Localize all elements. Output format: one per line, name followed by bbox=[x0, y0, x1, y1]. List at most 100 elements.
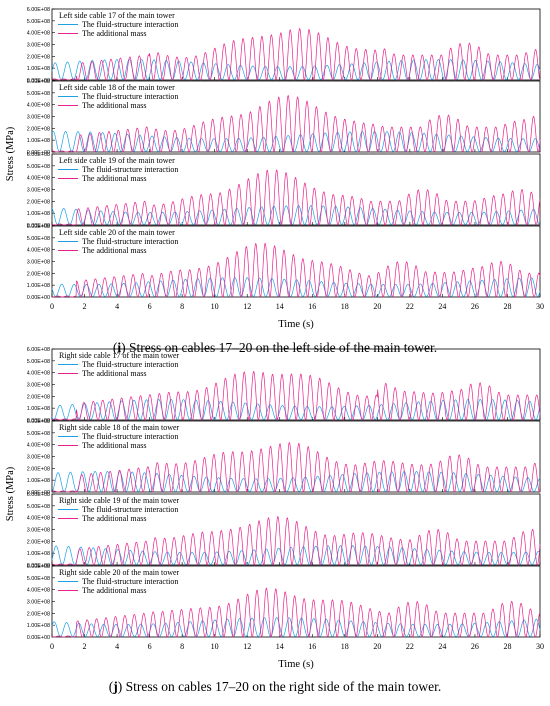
y-tick-label: 3.00E+08 bbox=[27, 455, 50, 461]
y-tick-label: 5.00E+08 bbox=[27, 91, 50, 97]
series-line-additional-mass bbox=[51, 169, 541, 226]
x-tick-label: 2 bbox=[83, 642, 87, 651]
x-tick-label: 22 bbox=[406, 302, 414, 311]
y-tick-label: 2.00E+08 bbox=[27, 611, 50, 617]
legend-entry: The additional mass bbox=[82, 101, 146, 110]
x-tick-label: 6 bbox=[148, 642, 152, 651]
y-tick-label: 0.00E+00 bbox=[27, 150, 50, 156]
series-line-additional-mass bbox=[51, 516, 541, 566]
panel-title: Left side cable 17 of the main tower bbox=[59, 11, 175, 20]
y-tick-label: 3.00E+08 bbox=[27, 383, 50, 389]
legend-entry: The fluid-structure interaction bbox=[82, 165, 178, 174]
x-tick-label: 24 bbox=[438, 642, 446, 651]
y-tick-label: 3.00E+08 bbox=[27, 115, 50, 121]
x-tick-label: 12 bbox=[243, 302, 251, 311]
x-tick-label: 20 bbox=[373, 642, 381, 651]
caption-j-text: Stress on cables 17–20 on the right side… bbox=[122, 679, 442, 694]
y-axis-label: Stress (MPa) bbox=[5, 126, 16, 181]
y-tick-label: 1.00E+08 bbox=[27, 66, 50, 72]
legend-entry: The fluid-structure interaction bbox=[82, 20, 178, 29]
legend-entry: The fluid-structure interaction bbox=[82, 432, 178, 441]
panel-title: Left side cable 20 of the main tower bbox=[59, 228, 175, 237]
y-tick-label: 0.00E+00 bbox=[27, 635, 50, 641]
y-tick-label: 0.00E+00 bbox=[27, 78, 50, 84]
y-tick-label: 4.00E+08 bbox=[27, 103, 50, 109]
x-tick-label: 2 bbox=[83, 302, 87, 311]
caption-i: (i) Stress on cables 17–20 on the left s… bbox=[112, 340, 438, 355]
x-axis-label: Time (s) bbox=[278, 659, 314, 670]
legend-entry: The fluid-structure interaction bbox=[82, 505, 178, 514]
y-tick-label: 2.00E+08 bbox=[27, 394, 50, 400]
x-tick-label: 8 bbox=[180, 642, 184, 651]
x-tick-label: 18 bbox=[341, 642, 349, 651]
y-tick-label: 3.00E+08 bbox=[27, 43, 50, 49]
caption-j: (j) Stress on cables 17–20 on the right … bbox=[108, 679, 442, 694]
y-tick-label: 5.00E+08 bbox=[27, 164, 50, 170]
y-tick-label: 1.00E+08 bbox=[27, 406, 50, 412]
x-tick-label: 4 bbox=[115, 302, 119, 311]
y-tick-label: 0.00E+00 bbox=[27, 295, 50, 301]
y-tick-label: 5.00E+08 bbox=[27, 19, 50, 25]
y-axis-label: Stress (MPa) bbox=[5, 466, 16, 521]
y-tick-label: 1.00E+08 bbox=[27, 138, 50, 144]
caption-j-letter: j bbox=[113, 679, 118, 694]
y-tick-label: 1.00E+08 bbox=[27, 211, 50, 217]
y-tick-label: 5.00E+08 bbox=[27, 504, 50, 510]
chart-panel: 0.00E+00 1.00E+08 2.00E+08 3.00E+08 4.00E+08… bbox=[27, 152, 541, 229]
x-tick-label: 10 bbox=[211, 642, 219, 651]
x-tick-label: 6 bbox=[148, 302, 152, 311]
y-tick-label: 0.00E+00 bbox=[27, 418, 50, 424]
legend-entry: The fluid-structure interaction bbox=[82, 360, 178, 369]
panel-title: Right side cable 18 of the main tower bbox=[59, 423, 180, 432]
x-tick-label: 4 bbox=[115, 642, 119, 651]
x-tick-label: 20 bbox=[373, 302, 381, 311]
series-line-additional-mass bbox=[51, 442, 541, 493]
chart-panel: 0.00E+00 1.00E+08 2.00E+08 3.00E+08 4.00E+08… bbox=[27, 492, 541, 569]
x-tick-label: 26 bbox=[471, 642, 479, 651]
series-line-fluid-structure bbox=[51, 471, 541, 492]
y-tick-label: 1.00E+08 bbox=[27, 551, 50, 557]
y-tick-label: 0.00E+00 bbox=[27, 490, 50, 496]
legend-entry: The fluid-structure interaction bbox=[82, 237, 178, 246]
y-tick-label: 2.00E+08 bbox=[27, 539, 50, 545]
y-tick-label: 6.00E+08 bbox=[27, 224, 50, 230]
y-tick-label: 4.00E+08 bbox=[27, 516, 50, 522]
legend-entry: The additional mass bbox=[82, 246, 146, 255]
series-line-additional-mass bbox=[51, 27, 541, 81]
y-tick-label: 4.00E+08 bbox=[27, 248, 50, 254]
chart-panel: 0.00E+00 1.00E+08 2.00E+08 3.00E+08 4.00E+08… bbox=[27, 79, 541, 156]
x-tick-label: 22 bbox=[406, 642, 414, 651]
legend-entry: The fluid-structure interaction bbox=[82, 92, 178, 101]
y-tick-label: 6.00E+08 bbox=[27, 347, 50, 353]
caption-i-text: Stress on cables 17–20 on the left side … bbox=[125, 340, 438, 355]
x-tick-label: 8 bbox=[180, 302, 184, 311]
series-line-additional-mass bbox=[51, 370, 541, 421]
y-tick-label: 2.00E+08 bbox=[27, 54, 50, 60]
x-tick-label: 0 bbox=[50, 642, 54, 651]
y-tick-label: 5.00E+08 bbox=[27, 576, 50, 582]
x-tick-label: 30 bbox=[536, 302, 544, 311]
series-line-additional-mass bbox=[51, 587, 541, 638]
y-tick-label: 5.00E+08 bbox=[27, 359, 50, 365]
y-tick-label: 1.00E+08 bbox=[27, 478, 50, 484]
chart-panel: 0.00E+00 1.00E+08 2.00E+08 3.00E+08 4.00E+08… bbox=[27, 419, 541, 496]
y-tick-label: 3.00E+08 bbox=[27, 528, 50, 534]
y-tick-label: 5.00E+08 bbox=[27, 236, 50, 242]
x-tick-label: 10 bbox=[211, 302, 219, 311]
y-tick-label: 1.00E+08 bbox=[27, 623, 50, 629]
x-tick-label: 26 bbox=[471, 302, 479, 311]
x-tick-label: 28 bbox=[503, 642, 511, 651]
y-tick-label: 6.00E+08 bbox=[27, 419, 50, 425]
y-tick-label: 6.00E+08 bbox=[27, 7, 50, 13]
x-tick-label: 24 bbox=[438, 302, 446, 311]
y-tick-label: 6.00E+08 bbox=[27, 79, 50, 85]
panel-title: Left side cable 18 of the main tower bbox=[59, 83, 175, 92]
legend-entry: The additional mass bbox=[82, 441, 146, 450]
panel-title: Right side cable 20 of the main tower bbox=[59, 568, 180, 577]
x-tick-label: 14 bbox=[276, 302, 284, 311]
y-tick-label: 4.00E+08 bbox=[27, 31, 50, 37]
y-tick-label: 2.00E+08 bbox=[27, 466, 50, 472]
x-tick-label: 16 bbox=[308, 302, 316, 311]
panel-title: Right side cable 19 of the main tower bbox=[59, 496, 180, 505]
